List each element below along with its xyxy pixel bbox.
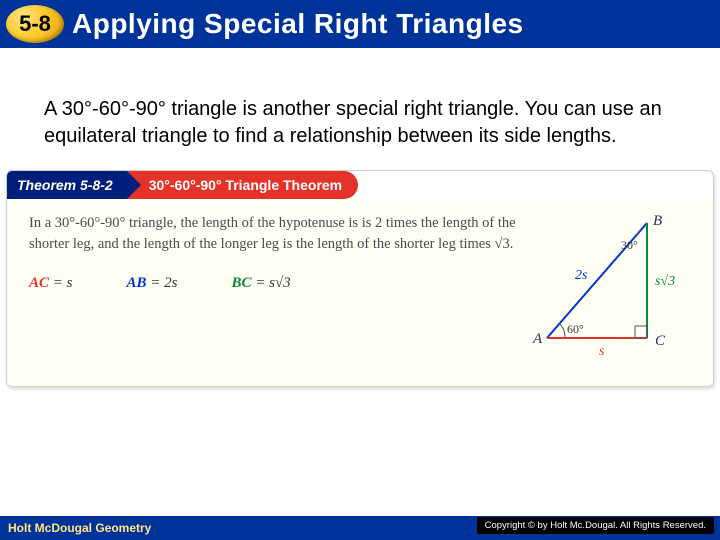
bc-val: = s√3 [251,275,290,291]
formula-ab: AB = 2s [126,273,177,295]
ac-label: s [599,344,605,359]
theorem-text: In a 30°-60°-90° triangle, the length of… [29,213,517,368]
theorem-statement: In a 30°-60°-90° triangle, the length of… [29,215,516,252]
bc-label: BC [231,275,251,291]
theorem-label: Theorem 5-8-2 [7,171,127,199]
theorem-box: Theorem 5-8-2 30°-60°-90° Triangle Theor… [6,170,714,387]
section-number: 5-8 [19,11,51,37]
vertex-b: B [653,213,662,229]
formula-ac: AC = s [29,273,72,295]
angle-b: 30° [621,238,638,252]
hyp-label: 2s [575,268,588,283]
theorem-body: In a 30°-60°-90° triangle, the length of… [7,199,713,386]
formula-row: AC = s AB = 2s BC = s√3 [29,273,517,295]
section-badge: 5-8 [6,5,64,43]
vertex-c: C [655,333,666,349]
triangle-diagram: B A C 30° 60° 2s s√3 s [527,213,697,368]
intro-paragraph: A 30°-60°-90° triangle is another specia… [0,48,720,166]
slide-footer: Holt McDougal Geometry Copyright © by Ho… [0,516,720,540]
ac-label: AC [29,275,49,291]
ab-val: = 2s [147,275,178,291]
formula-bc: BC = s√3 [231,273,290,295]
bc-label: s√3 [655,274,675,289]
page-title: Applying Special Right Triangles [72,8,524,40]
ab-label: AB [126,275,146,291]
ac-val: = s [49,275,72,291]
copyright: Copyright © by Holt Mc.Dougal. All Right… [477,517,714,534]
theorem-header: Theorem 5-8-2 30°-60°-90° Triangle Theor… [7,171,713,199]
footer-brand: Holt McDougal Geometry [8,521,151,535]
theorem-name: 30°-60°-90° Triangle Theorem [127,171,358,199]
slide-header: 5-8 Applying Special Right Triangles [0,0,720,48]
angle-a: 60° [567,322,584,336]
right-angle-icon [635,326,647,338]
vertex-a: A [532,331,543,347]
